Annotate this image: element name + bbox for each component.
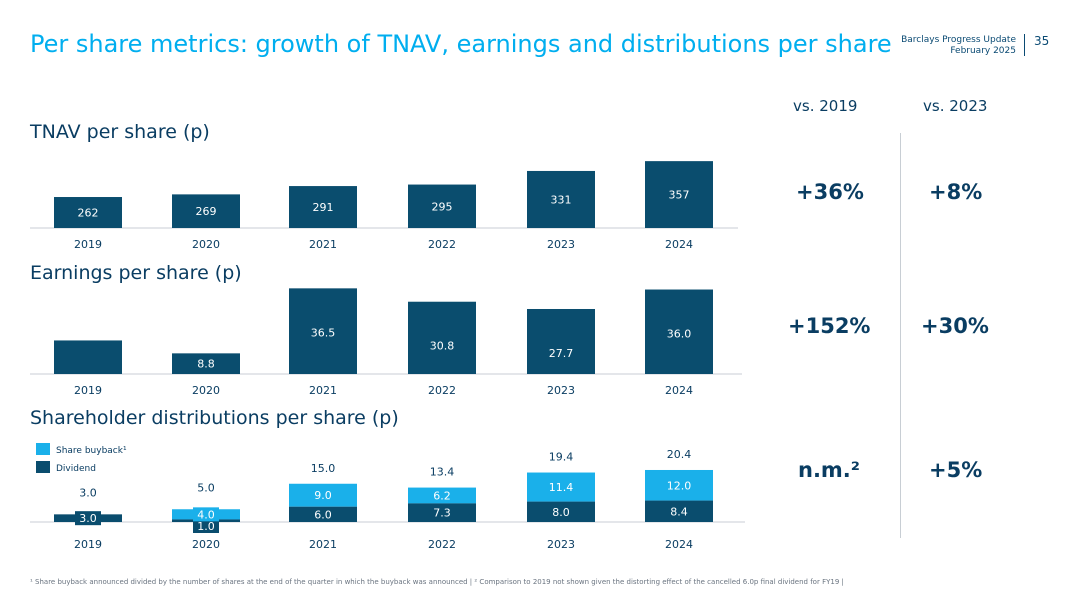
eps-delta-vs-2023: +30%	[921, 314, 989, 338]
distributions-dividend-label-2021: 6.0	[314, 508, 332, 521]
distributions-buyback-label-2020: 4.0	[197, 508, 215, 521]
legend-label-share-buyback: Share buyback¹	[56, 446, 127, 456]
tnav-delta-vs-2023: +8%	[929, 180, 983, 204]
tnav-tick-label-2024: 2024	[665, 238, 693, 251]
eps-value-label-2019: 14.3	[76, 378, 101, 391]
tnav-tick-label-2023: 2023	[547, 238, 575, 251]
column-header-vs-2023: vs. 2023	[923, 97, 988, 115]
distributions-total-label-2021: 15.0	[311, 462, 336, 475]
eps-bar-2020	[172, 353, 240, 374]
tnav-value-label-2022: 295	[432, 200, 453, 213]
distributions-tick-label-2023: 2023	[547, 538, 575, 551]
distributions-dividend-label-2022: 7.3	[433, 507, 451, 520]
distributions-dividend-bar-2023	[527, 501, 595, 522]
distributions-dividend-bar-2024	[645, 500, 713, 522]
distributions-dividend-label-2023: 8.0	[552, 506, 570, 519]
tnav-tick-label-2022: 2022	[428, 238, 456, 251]
distributions-delta-vs-2023: +5%	[929, 458, 983, 482]
distributions-total-label-2019: 3.0	[79, 486, 97, 499]
distributions-total-label-2020: 5.0	[197, 481, 215, 494]
distributions-buyback-label-bg-2020	[193, 507, 219, 522]
column-divider	[900, 133, 901, 538]
tnav-value-label-2023: 331	[551, 193, 572, 206]
tnav-delta-vs-2019: +36%	[796, 180, 864, 204]
tnav-bar-2022	[408, 184, 476, 228]
distributions-buyback-bar-2021	[289, 483, 357, 507]
eps-tick-label-2021: 2021	[309, 384, 337, 397]
distributions-buyback-label-2023: 11.4	[549, 481, 574, 494]
tnav-bar-2023	[527, 170, 595, 228]
eps-value-label-2020: 8.8	[197, 358, 215, 371]
tnav-tick-label-2021: 2021	[309, 238, 337, 251]
eps-bar-2022	[408, 301, 476, 374]
tnav-value-label-2020: 269	[196, 205, 217, 218]
distributions-tick-label-2020: 2020	[192, 538, 220, 551]
legend-swatch-share-buyback	[36, 443, 50, 455]
distributions-dividend-bar-2021	[289, 506, 357, 522]
eps-delta-vs-2019: +152%	[788, 314, 871, 338]
eps-tick-label-2020: 2020	[192, 384, 220, 397]
tnav-bar-2024	[645, 161, 713, 228]
distributions-chart-title: Shareholder distributions per share (p)	[30, 407, 399, 429]
eps-chart-title: Earnings per share (p)	[30, 262, 242, 284]
eps-bar-2021	[289, 288, 357, 374]
distributions-dividend-label-2024: 8.4	[670, 505, 688, 518]
eps-tick-label-2019: 2019	[74, 384, 102, 397]
eps-tick-label-2022: 2022	[428, 384, 456, 397]
eps-bar-2019	[54, 340, 122, 374]
legend-label-dividend: Dividend	[56, 464, 96, 474]
distributions-delta-vs-2019: n.m.²	[798, 458, 860, 482]
distributions-total-label-2023: 19.4	[549, 451, 574, 464]
tnav-value-label-2019: 262	[78, 207, 99, 220]
eps-value-label-2022: 30.8	[430, 340, 455, 353]
eps-bar-2023	[527, 308, 595, 374]
distributions-buyback-bar-2022	[408, 487, 476, 504]
distributions-total-label-2022: 13.4	[430, 466, 455, 479]
distributions-buyback-label-2021: 9.0	[314, 489, 332, 502]
eps-value-label-2021: 36.5	[311, 326, 336, 339]
tnav-bar-chart: 262 2019 269 2020 291 2021 295 2022 331 2023 357 20…	[30, 161, 745, 551]
distributions-dividend-label-bg-2019	[75, 511, 101, 526]
eps-tick-label-2024: 2024	[665, 384, 693, 397]
distributions-tick-label-2019: 2019	[74, 538, 102, 551]
tnav-bar-2020	[172, 194, 240, 228]
distributions-buyback-bar-2024	[645, 469, 713, 501]
footnote: ¹ Share buyback announced divided by the…	[30, 578, 844, 586]
brand-divider	[1024, 34, 1025, 56]
tnav-chart-title: TNAV per share (p)	[30, 121, 210, 143]
distributions-dividend-label-bg-2020	[193, 519, 219, 533]
distributions-total-label-2024: 20.4	[667, 448, 692, 461]
eps-bar-2024	[645, 289, 713, 374]
page-title: Per share metrics: growth of TNAV, earni…	[30, 30, 892, 58]
distributions-tick-label-2021: 2021	[309, 538, 337, 551]
legend-swatch-dividend	[36, 461, 50, 473]
tnav-tick-label-2019: 2019	[74, 238, 102, 251]
tnav-bar-2021	[289, 186, 357, 228]
tnav-tick-label-2020: 2020	[192, 238, 220, 251]
brand-line-1: Barclays Progress Update	[901, 35, 1016, 45]
tnav-bar-2019	[54, 197, 122, 228]
distributions-dividend-label-2020: 1.0	[197, 520, 215, 533]
eps-tick-label-2023: 2023	[547, 384, 575, 397]
distributions-buyback-label-2024: 12.0	[667, 479, 692, 492]
distributions-dividend-bar-2022	[408, 503, 476, 522]
tnav-value-label-2024: 357	[669, 189, 690, 202]
eps-value-label-2023: 27.7	[549, 347, 574, 360]
distributions-dividend-label-2019: 3.0	[79, 512, 97, 525]
distributions-tick-label-2022: 2022	[428, 538, 456, 551]
brand-block: Barclays Progress Update February 2025	[901, 35, 1016, 57]
distributions-tick-label-2024: 2024	[665, 538, 693, 551]
column-header-vs-2019: vs. 2019	[793, 97, 858, 115]
brand-line-2: February 2025	[950, 46, 1016, 56]
page-number: 35	[1034, 34, 1050, 48]
tnav-value-label-2021: 291	[313, 201, 334, 214]
distributions-buyback-label-2022: 6.2	[433, 489, 451, 502]
eps-value-label-2024: 36.0	[667, 328, 692, 341]
distributions-buyback-bar-2023	[527, 472, 595, 502]
